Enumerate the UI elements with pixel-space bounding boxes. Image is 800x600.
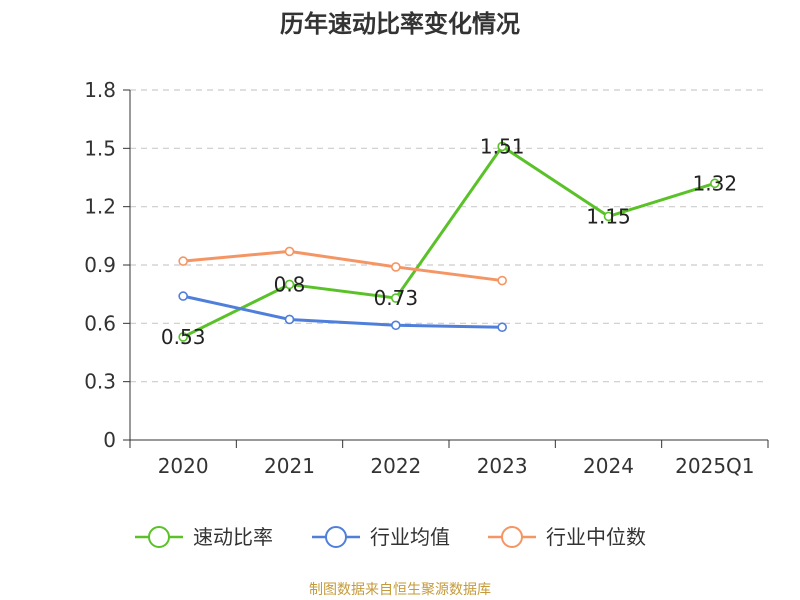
y-tick-label: 0 — [103, 428, 116, 452]
y-tick-label: 1.5 — [84, 136, 116, 160]
legend: 速动比率 行业均值 行业中位数 — [135, 525, 646, 549]
data-point — [284, 279, 295, 290]
data-labels: 0.53 0.8 0.73 1.51 1.15 1.32 — [161, 134, 737, 349]
y-tick-label: 1.2 — [84, 195, 116, 219]
data-label: 1.32 — [693, 171, 738, 195]
y-tick-label: 0.9 — [84, 253, 116, 277]
legend-label: 行业中位数 — [546, 525, 646, 549]
data-point — [391, 320, 401, 331]
data-point — [178, 332, 188, 342]
data-label: 1.15 — [586, 204, 631, 228]
data-point — [603, 211, 614, 222]
data-label: 0.73 — [374, 286, 419, 310]
data-point — [497, 275, 507, 286]
legend-label: 行业均值 — [370, 525, 450, 549]
chart-title: 历年速动比率变化情况 — [280, 10, 520, 38]
legend-item: 速动比率 — [135, 525, 273, 549]
x-tick-label: 2021 — [264, 454, 315, 478]
source-note: 制图数据来自恒生聚源数据库 — [309, 582, 491, 598]
data-point — [284, 246, 295, 257]
data-point — [391, 262, 401, 272]
x-tick-label: 2022 — [370, 454, 421, 478]
y-tick-label: 0.6 — [84, 311, 116, 335]
series-layer — [178, 141, 720, 342]
legend-marker — [501, 526, 523, 548]
x-tick-label: 2020 — [158, 454, 209, 478]
legend-marker — [325, 526, 347, 548]
data-point — [710, 178, 720, 189]
data-label: 1.51 — [480, 134, 525, 158]
x-tick-label: 2025Q1 — [675, 454, 754, 478]
legend-marker — [148, 526, 170, 548]
legend-label: 速动比率 — [193, 525, 273, 549]
data-point — [497, 322, 507, 333]
data-point — [178, 256, 188, 266]
data-label: 0.8 — [274, 272, 306, 296]
y-tick-label: 1.8 — [84, 78, 116, 102]
legend-item: 行业均值 — [312, 525, 450, 549]
data-point — [178, 291, 188, 301]
y-tick-label: 0.3 — [84, 370, 116, 394]
x-tick-label: 2024 — [583, 454, 634, 478]
data-point — [391, 293, 401, 303]
data-point — [284, 314, 295, 325]
data-point — [497, 141, 507, 152]
data-label: 0.53 — [161, 325, 206, 349]
gridlines — [130, 89, 768, 383]
series-line — [183, 249, 503, 283]
series-line — [182, 144, 716, 339]
series-line — [182, 294, 503, 329]
axes: 0 0.3 0.6 0.9 1.2 1.5 1.8 2020 2021 2022 2023 2024 2… — [84, 78, 769, 478]
legend-item: 行业中位数 — [488, 525, 646, 549]
x-tick-label: 2023 — [477, 454, 528, 478]
